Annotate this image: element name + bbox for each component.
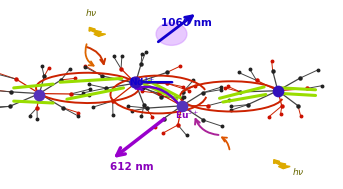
Point bbox=[179, 104, 185, 107]
Point bbox=[275, 89, 281, 92]
Text: h$\nu$: h$\nu$ bbox=[292, 166, 305, 177]
Polygon shape bbox=[89, 27, 106, 36]
Point bbox=[133, 81, 138, 84]
Point bbox=[37, 93, 42, 96]
Ellipse shape bbox=[156, 23, 187, 45]
Polygon shape bbox=[274, 160, 290, 169]
Text: 612 nm: 612 nm bbox=[110, 162, 154, 172]
Text: Nd$^{3+}$: Nd$^{3+}$ bbox=[129, 76, 155, 88]
Text: Eu$^{3+}$: Eu$^{3+}$ bbox=[175, 108, 199, 121]
Text: 1060 nm: 1060 nm bbox=[162, 18, 212, 28]
Text: h$\nu$: h$\nu$ bbox=[85, 7, 97, 18]
